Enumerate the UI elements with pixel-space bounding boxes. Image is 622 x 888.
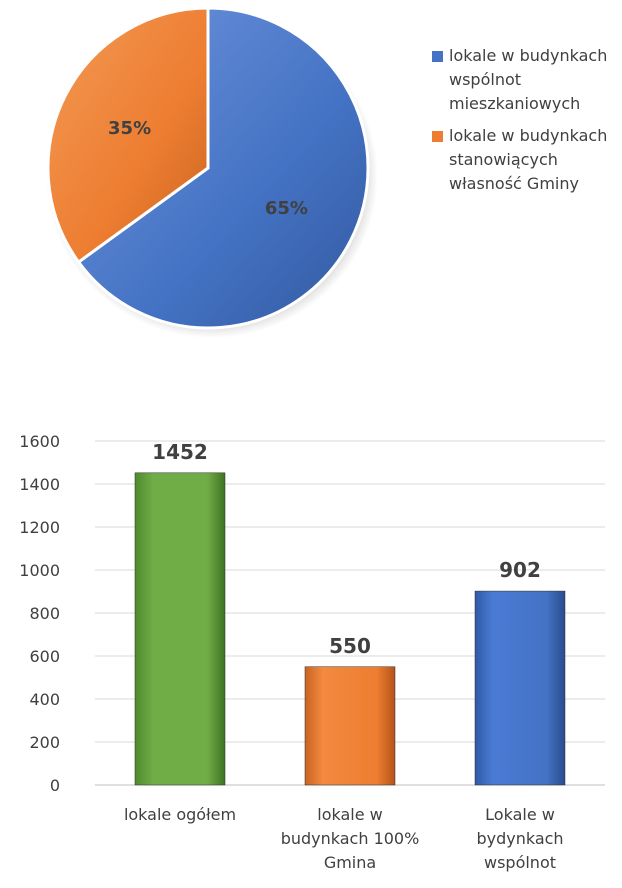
y-tick-label: 800 (29, 604, 60, 623)
legend-label: lokale w budynkach stanowiących własność… (449, 126, 608, 193)
y-tick-label: 1200 (19, 518, 60, 537)
y-tick-label: 1000 (19, 561, 60, 580)
bar-value-label: 1452 (152, 440, 208, 464)
y-tick-label: 1400 (19, 475, 60, 494)
bar-chart: 0 200 400 600 800 1000 1200 1400 1600 1452 550 902 (19, 432, 605, 795)
x-category-label: Lokale w bydynkach wspólnot (476, 805, 564, 872)
legend-label: lokale w budynkach wspólnot mieszkaniowy… (449, 46, 608, 113)
bar (134, 472, 226, 786)
bar-value-label: 550 (329, 634, 371, 658)
y-tick-label: 0 (50, 776, 60, 795)
y-tick-label: 1600 (19, 432, 60, 451)
y-tick-label: 600 (29, 647, 60, 666)
legend-swatch-orange-icon (432, 131, 443, 142)
legend-item-wspolnoty: lokale w budynkach wspólnot mieszkaniowy… (432, 44, 622, 116)
pie-slice (46, 6, 210, 265)
pie-slice-label: 35% (108, 118, 151, 139)
pie-slice-label: 65% (265, 198, 308, 219)
pie-chart: 65% 35% (46, 6, 378, 338)
bar-value-label: 902 (499, 558, 541, 582)
x-category-label: lokale ogółem (123, 805, 237, 824)
legend-swatch-blue-icon (432, 51, 443, 62)
x-category-label: lokale w budynkach 100% Gmina (280, 805, 420, 872)
legend-item-gmina: lokale w budynkach stanowiących własność… (432, 124, 622, 196)
y-tick-label: 200 (29, 733, 60, 752)
bar (474, 590, 566, 786)
pie-slice (76, 6, 370, 330)
pie-legend: lokale w budynkach wspólnot mieszkaniowy… (432, 44, 622, 204)
bar (304, 666, 396, 786)
y-tick-label: 400 (29, 690, 60, 709)
